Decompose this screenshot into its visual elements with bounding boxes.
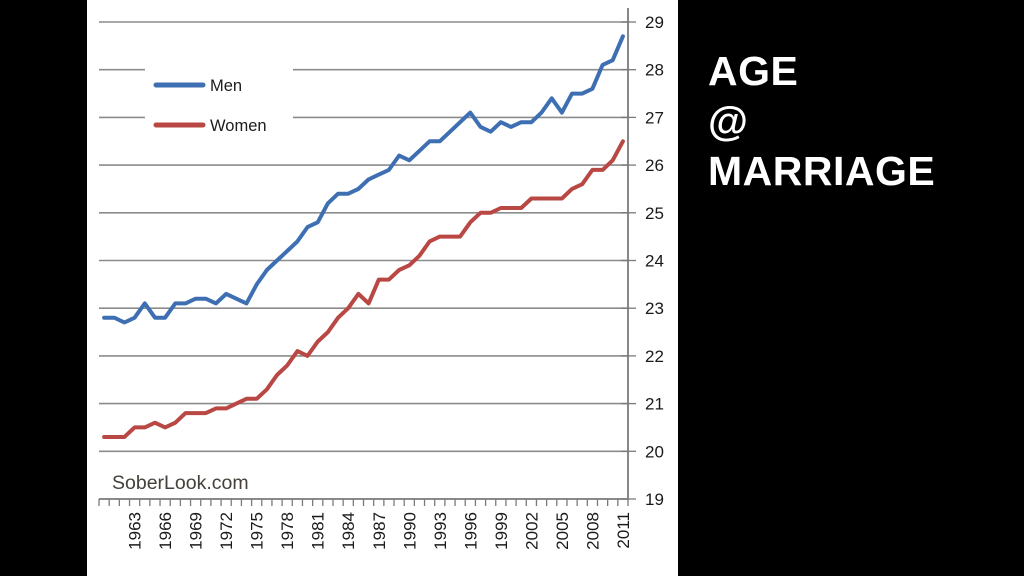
y-tick-label: 25 (645, 204, 664, 223)
y-tick-label: 22 (645, 347, 664, 366)
x-tick-label: 2002 (522, 512, 541, 550)
legend: Men Women (153, 77, 267, 135)
axes (98, 8, 636, 506)
title-line-2: @ (708, 98, 749, 144)
x-tick-label: 2008 (583, 512, 602, 550)
legend-background (145, 56, 293, 148)
y-tick-label: 28 (645, 61, 664, 80)
chart-panel: 19 20 21 22 23 24 25 26 27 28 29 1963 1966 1969 1972 19… (87, 0, 678, 576)
series-line-men (102, 34, 625, 325)
y-tick-label: 29 (645, 13, 664, 32)
data-series (102, 34, 625, 439)
y-tick-label: 19 (645, 490, 664, 509)
y-tick-label: 24 (645, 252, 664, 271)
axis-tick-labels: 19 20 21 22 23 24 25 26 27 28 29 1963 1966 1969 1972 19… (126, 13, 664, 550)
x-tick-label: 1969 (187, 512, 206, 550)
x-tick-label: 1984 (339, 512, 358, 550)
slide-title: AGE @ MARRIAGE (708, 46, 935, 196)
y-tick-label: 27 (645, 108, 664, 127)
legend-label-women: Women (210, 117, 267, 135)
y-tick-label: 26 (645, 156, 664, 175)
y-tick-label: 23 (645, 299, 664, 318)
y-tick-label: 21 (645, 395, 664, 414)
x-tick-label: 1996 (461, 512, 480, 550)
legend-label-men: Men (210, 77, 242, 95)
x-tick-label: 1966 (156, 512, 175, 550)
x-tick-label: 1978 (278, 512, 297, 550)
x-tick-label: 2005 (553, 512, 572, 550)
x-tick-label: 1972 (217, 512, 236, 550)
x-tick-label: 1975 (248, 512, 267, 550)
title-line-1: AGE (708, 48, 799, 94)
x-tick-label: 2011 (614, 512, 633, 549)
title-line-3: MARRIAGE (708, 148, 936, 194)
x-tick-label: 1963 (126, 512, 145, 550)
y-tick-label: 20 (645, 442, 664, 461)
gridlines (99, 21, 628, 453)
x-tick-label: 1999 (492, 512, 511, 550)
age-at-marriage-line-chart: 19 20 21 22 23 24 25 26 27 28 29 1963 1966 1969 1972 19… (98, 8, 664, 550)
x-tick-label: 1981 (309, 512, 328, 550)
watermark: SoberLook.com (112, 472, 249, 494)
series-line-women (102, 139, 625, 439)
x-tick-label: 1990 (400, 512, 419, 550)
x-tick-label: 1993 (431, 512, 450, 550)
x-tick-label: 1987 (370, 512, 389, 550)
